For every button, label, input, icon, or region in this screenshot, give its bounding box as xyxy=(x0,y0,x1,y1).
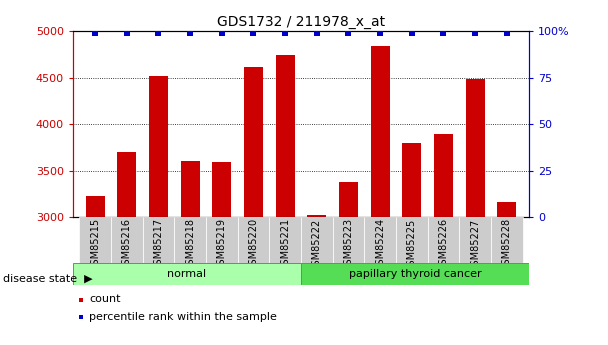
FancyBboxPatch shape xyxy=(206,217,238,264)
Text: GSM85228: GSM85228 xyxy=(502,218,512,272)
Text: GSM85226: GSM85226 xyxy=(438,218,449,272)
Text: GSM85224: GSM85224 xyxy=(375,218,385,272)
FancyBboxPatch shape xyxy=(238,217,269,264)
Point xyxy=(344,30,353,36)
FancyBboxPatch shape xyxy=(79,217,111,264)
Bar xyxy=(466,79,485,217)
Bar xyxy=(212,162,231,217)
Title: GDS1732 / 211978_x_at: GDS1732 / 211978_x_at xyxy=(217,14,385,29)
Bar xyxy=(86,196,105,217)
FancyBboxPatch shape xyxy=(301,263,529,285)
Point xyxy=(502,30,512,36)
Text: normal: normal xyxy=(167,269,207,279)
Point xyxy=(249,30,258,36)
Point xyxy=(312,30,322,36)
FancyBboxPatch shape xyxy=(459,217,491,264)
Text: GSM85219: GSM85219 xyxy=(217,218,227,271)
Text: GSM85217: GSM85217 xyxy=(153,218,164,272)
Point xyxy=(438,30,448,36)
Bar xyxy=(402,143,421,217)
FancyBboxPatch shape xyxy=(301,217,333,264)
Point xyxy=(154,30,164,36)
Bar xyxy=(371,46,390,217)
FancyBboxPatch shape xyxy=(73,263,301,285)
Point xyxy=(185,30,195,36)
Text: GSM85215: GSM85215 xyxy=(90,218,100,272)
Bar xyxy=(339,182,358,217)
Text: GSM85223: GSM85223 xyxy=(344,218,353,272)
FancyBboxPatch shape xyxy=(269,217,301,264)
Bar xyxy=(244,67,263,217)
Point xyxy=(375,30,385,36)
FancyBboxPatch shape xyxy=(427,217,459,264)
FancyBboxPatch shape xyxy=(396,217,427,264)
Bar xyxy=(434,134,453,217)
Point xyxy=(407,30,416,36)
FancyBboxPatch shape xyxy=(143,217,174,264)
Text: GSM85225: GSM85225 xyxy=(407,218,417,272)
Text: count: count xyxy=(89,295,121,304)
Text: GSM85221: GSM85221 xyxy=(280,218,290,272)
Bar xyxy=(307,216,326,217)
FancyBboxPatch shape xyxy=(111,217,143,264)
Text: GSM85220: GSM85220 xyxy=(249,218,258,272)
Text: papillary thyroid cancer: papillary thyroid cancer xyxy=(348,269,482,279)
Bar xyxy=(149,76,168,217)
Text: percentile rank within the sample: percentile rank within the sample xyxy=(89,312,277,322)
Point xyxy=(280,30,290,36)
Point xyxy=(470,30,480,36)
Bar xyxy=(181,161,199,217)
Bar xyxy=(497,201,516,217)
Text: GSM85227: GSM85227 xyxy=(470,218,480,272)
Text: GSM85216: GSM85216 xyxy=(122,218,132,271)
Point xyxy=(90,30,100,36)
Point xyxy=(217,30,227,36)
FancyBboxPatch shape xyxy=(491,217,523,264)
FancyBboxPatch shape xyxy=(333,217,364,264)
FancyBboxPatch shape xyxy=(174,217,206,264)
Bar xyxy=(117,152,136,217)
Bar xyxy=(275,55,295,217)
Text: GSM85218: GSM85218 xyxy=(185,218,195,271)
FancyBboxPatch shape xyxy=(364,217,396,264)
Text: disease state  ▶: disease state ▶ xyxy=(3,274,92,284)
Text: GSM85222: GSM85222 xyxy=(312,218,322,272)
Point xyxy=(122,30,132,36)
